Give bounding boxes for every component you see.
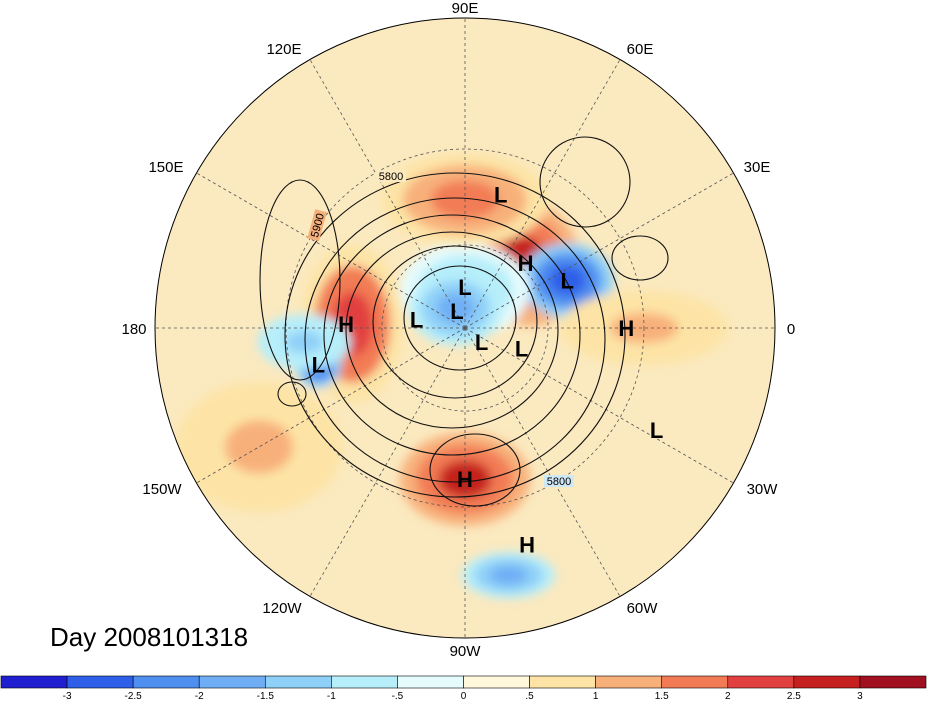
meridian-line <box>309 327 466 597</box>
colorbar-tick-label: 2 <box>725 691 731 702</box>
height-contours <box>259 136 669 507</box>
lon-label-30e: 30E <box>744 159 771 176</box>
colorbar-swatch <box>529 675 596 689</box>
meridian-line <box>464 59 621 329</box>
colorbar-swatch <box>661 675 729 689</box>
colorbar-swatch <box>264 675 332 689</box>
height-contour-line <box>323 214 581 456</box>
lon-label-60e: 60E <box>627 41 654 58</box>
colorbar-swatch <box>331 675 398 689</box>
negative-anomaly-core <box>285 330 324 354</box>
colorbar-tick-label: 1.5 <box>655 691 669 702</box>
colorbar-tick-label: 3 <box>857 691 863 702</box>
low-pressure-center: L <box>458 275 471 300</box>
low-pressure-center: L <box>475 330 488 355</box>
date-title: Day 2008101318 <box>50 622 248 652</box>
colorbar-swatch <box>463 675 530 689</box>
high-pressure-center: H <box>338 312 354 337</box>
low-pressure-center: L <box>650 418 663 443</box>
high-pressure-center: H <box>618 316 634 341</box>
colorbar-swatch <box>595 675 663 689</box>
high-pressure-center: H <box>457 467 473 492</box>
meridian-line <box>464 327 734 484</box>
meridian-line <box>464 172 734 329</box>
latitude-circle <box>285 148 645 508</box>
colorbar-tick-label: 0 <box>461 691 467 702</box>
lon-label-90w: 90W <box>450 643 482 660</box>
low-pressure-center: L <box>561 268 574 293</box>
lon-label-30w: 30W <box>747 481 779 498</box>
high-pressure-center: H <box>519 533 535 558</box>
low-pressure-center: L <box>494 183 507 208</box>
height-contour-line <box>429 433 521 507</box>
colorbar-tick-label: 1 <box>593 691 599 702</box>
lon-label-60w: 60W <box>627 600 659 617</box>
contour-label-5800-south: 5800 <box>547 476 571 488</box>
low-pressure-center: L <box>515 337 528 362</box>
negative-anomaly-core <box>548 265 587 296</box>
contour-labels: 5800 5900 5800 <box>307 170 574 488</box>
height-contour-line <box>259 179 341 381</box>
low-pressure-center: L <box>450 299 463 324</box>
height-contour-line <box>304 197 606 483</box>
lon-label-150w: 150W <box>142 481 182 498</box>
height-contour-line <box>403 265 517 371</box>
colorbar-tick-label: -.5 <box>392 691 404 702</box>
lon-label-90e: 90E <box>452 0 479 17</box>
meridian-line <box>196 327 466 484</box>
height-contour-line <box>284 172 626 498</box>
meridian-line <box>309 59 466 329</box>
map-disc <box>155 18 775 638</box>
positive-anomaly-core <box>224 420 294 474</box>
contour-label-bg <box>376 170 406 182</box>
colorbar-swatch <box>198 675 266 689</box>
longitude-labels: 90E 60E 30E 0 30W 60W 90W 120W 150W 180 … <box>121 0 795 660</box>
contour-label-5800-north: 5800 <box>379 171 403 183</box>
colorbar-swatch <box>727 675 795 689</box>
colorbar-swatch <box>397 675 464 689</box>
contour-label-bg <box>307 209 327 242</box>
lon-label-120e: 120E <box>266 41 301 58</box>
meridian-line <box>464 327 621 597</box>
latitude-circle <box>381 244 549 412</box>
colorbar-tick-label: -2.5 <box>125 691 143 702</box>
height-contour-line <box>611 235 669 281</box>
colorbar-tick-label: -1 <box>327 691 336 702</box>
height-contour-line <box>345 231 559 429</box>
low-pressure-center: L <box>410 307 423 332</box>
colorbar-swatch <box>132 675 200 689</box>
height-contour-line <box>372 245 538 399</box>
colorbar-tick-label: -2 <box>195 691 204 702</box>
colorbar-swatch <box>793 675 861 689</box>
low-pressure-center: L <box>312 353 325 378</box>
contour-label-bg <box>544 475 574 487</box>
lon-label-180: 180 <box>121 321 146 338</box>
map-border <box>154 17 776 639</box>
negative-anomaly-core <box>489 565 528 585</box>
meridian-line <box>196 172 466 329</box>
lon-label-150e: 150E <box>148 159 183 176</box>
graticule <box>155 18 775 638</box>
colorbar: -3 -2.5 -2 -1.5 -1 -.5 0 .5 1 1.5 2 2.5 3 <box>0 675 927 702</box>
colorbar-tick-label: -3 <box>63 691 72 702</box>
colorbar-swatch <box>0 675 68 689</box>
lon-label-120w: 120W <box>262 600 302 617</box>
colorbar-tick-label: .5 <box>525 691 534 702</box>
lon-label-0: 0 <box>787 321 795 338</box>
height-contour-line <box>539 136 631 228</box>
height-contour-line <box>277 381 307 407</box>
colorbar-swatch <box>859 675 927 689</box>
colorbar-swatch <box>66 675 134 689</box>
colorbar-tick-label: -1.5 <box>257 691 275 702</box>
high-pressure-center: H <box>518 251 534 276</box>
colorbar-tick-label: 2.5 <box>787 691 801 702</box>
